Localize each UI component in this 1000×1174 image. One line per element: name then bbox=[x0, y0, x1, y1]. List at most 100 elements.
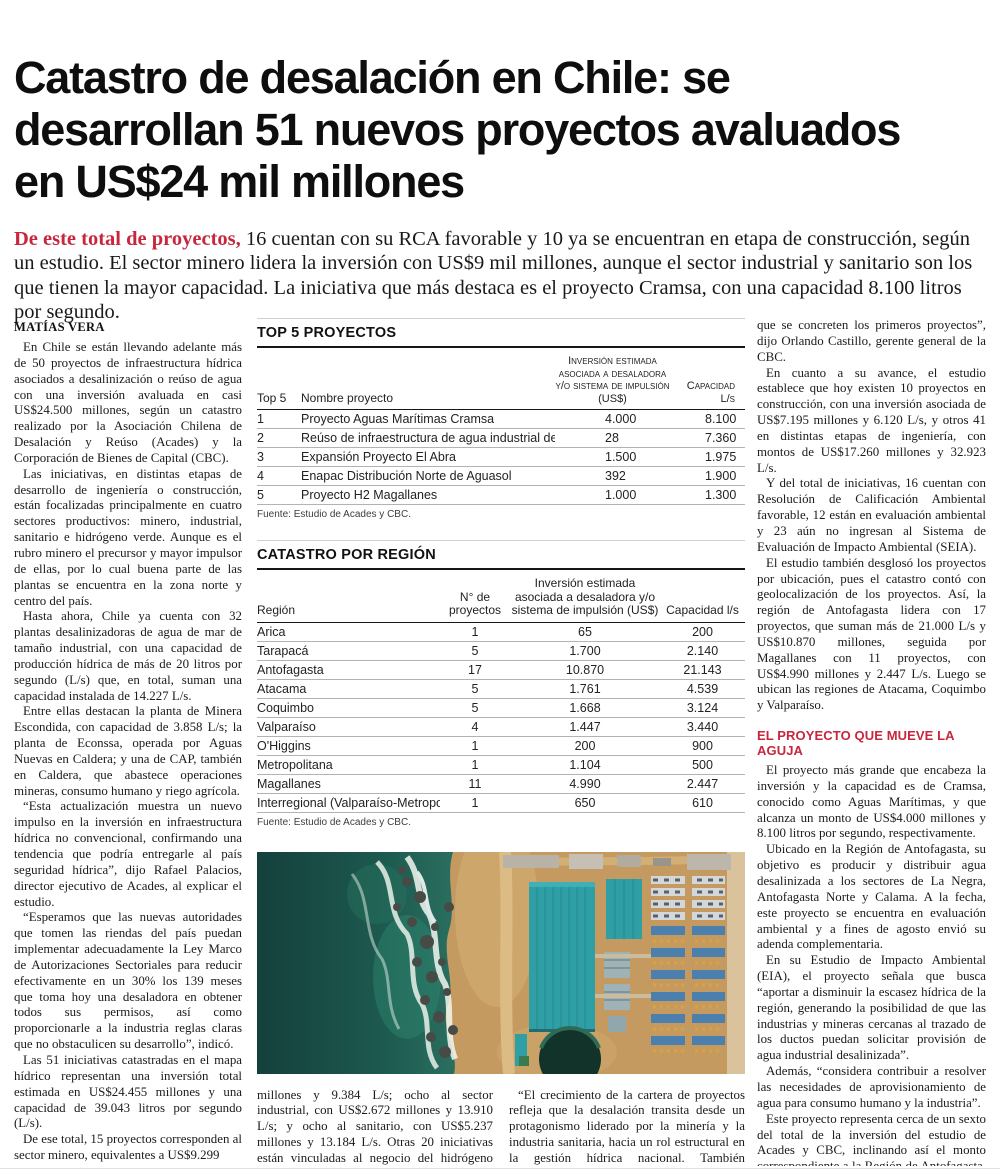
cell-region: Atacama bbox=[257, 679, 440, 699]
cell-region: Arica bbox=[257, 622, 440, 642]
cell-investment: 10.870 bbox=[510, 660, 660, 680]
cell-name: Enapac Distribución Norte de Aguasol bbox=[301, 466, 555, 486]
main-building bbox=[529, 881, 595, 1032]
top5-table-title: TOP 5 PROYECTOS bbox=[257, 325, 745, 348]
cell-capacity: 3.124 bbox=[660, 698, 745, 718]
body-paragraph: El estudio también desglosó los proyecto… bbox=[757, 555, 986, 713]
col-header-investment: Inversión estimada asociada a desaladora… bbox=[510, 570, 660, 623]
settling-pool bbox=[539, 1025, 601, 1074]
lead-kicker: De este total de proyectos, bbox=[14, 227, 241, 250]
body-paragraph: En su Estudio de Impacto Ambiental (EIA)… bbox=[757, 953, 986, 1063]
cell-region: Antofagasta bbox=[257, 660, 440, 680]
cell-name: Reúso de infraestructura de agua industr… bbox=[301, 428, 555, 448]
cell-n: 5 bbox=[440, 698, 510, 718]
bottom-rule bbox=[0, 1168, 1000, 1169]
region-table: CATASTRO POR REGIÓN Región N° de proyect… bbox=[257, 540, 745, 834]
cell-rank: 1 bbox=[257, 409, 301, 429]
cell-n: 5 bbox=[440, 679, 510, 699]
cell-capacity: 610 bbox=[660, 793, 745, 813]
table-row: O'Higgins 1 200 900 bbox=[257, 736, 745, 756]
cell-investment: 1.668 bbox=[510, 698, 660, 718]
closing-paragraph: Este proyecto representa cerca de un sex… bbox=[757, 1111, 986, 1166]
cell-region: Metropolitana bbox=[257, 755, 440, 775]
plant-aerial-photo bbox=[257, 851, 745, 1074]
cell-region: Interregional (Valparaíso-Metropolitana) bbox=[257, 793, 440, 813]
cell-capacity: 500 bbox=[660, 755, 745, 775]
cell-region: Tarapacá bbox=[257, 641, 440, 661]
cell-n: 1 bbox=[440, 793, 510, 813]
table-row: Magallanes 11 4.990 2.447 bbox=[257, 774, 745, 794]
body-paragraph: “Esta actualización muestra un nuevo imp… bbox=[14, 799, 242, 909]
lead-paragraph: De este total de proyectos, 16 cuentan c… bbox=[14, 227, 986, 325]
cell-rank: 3 bbox=[257, 447, 301, 467]
table-row: Interregional (Valparaíso-Metropolitana)… bbox=[257, 793, 745, 813]
cell-capacity: 7.360 bbox=[670, 428, 745, 448]
cell-capacity: 2.447 bbox=[660, 774, 745, 794]
lead-text: 16 cuentan con su RCA favorable y 10 ya … bbox=[14, 227, 973, 324]
cell-capacity: 2.140 bbox=[660, 641, 745, 661]
body-paragraph: millones y 9.384 L/s; ocho al sector ind… bbox=[257, 1087, 493, 1165]
cell-capacity: 8.100 bbox=[670, 409, 745, 429]
top5-table: TOP 5 PROYECTOS Top 5 Nombre proyecto In… bbox=[257, 318, 745, 526]
right-column: que se concreten los primeros proyectos”… bbox=[757, 318, 986, 1166]
headline-line: desarrollan 51 nuevos proyectos avaluado… bbox=[14, 104, 901, 156]
headline-line: Catastro de desalación en Chile: se bbox=[14, 52, 731, 104]
cell-capacity: 1.300 bbox=[670, 485, 745, 505]
body-paragraph: “El crecimiento de la cartera de proyect… bbox=[509, 1087, 745, 1165]
body-paragraph: Las iniciativas, en distintas etapas de … bbox=[14, 466, 242, 608]
table-row: 5 Proyecto H2 Magallanes 1.000 1.300 bbox=[257, 485, 745, 505]
cell-investment: 4.990 bbox=[510, 774, 660, 794]
cell-investment: 1.761 bbox=[510, 679, 660, 699]
table-row: Tarapacá 5 1.700 2.140 bbox=[257, 641, 745, 661]
cell-investment: 200 bbox=[510, 736, 660, 756]
cell-capacity: 1.900 bbox=[670, 466, 745, 486]
cell-rank: 2 bbox=[257, 428, 301, 448]
cell-investment: 1.500 bbox=[555, 447, 670, 467]
col-header-investment: Inversión estimada asociada a desaladora… bbox=[555, 348, 670, 410]
body-paragraph: El proyecto más grande que encabeza la i… bbox=[757, 763, 986, 841]
cell-investment: 65 bbox=[510, 622, 660, 642]
top5-header-row: Top 5 Nombre proyecto Inversión estimada… bbox=[257, 348, 745, 410]
body-paragraph: Además, “considera contribuir a resolver… bbox=[757, 1064, 986, 1110]
cell-region: Coquimbo bbox=[257, 698, 440, 718]
cell-n: 11 bbox=[440, 774, 510, 794]
col-header-capacity: Capacidad l/s bbox=[660, 570, 745, 623]
small-sheds bbox=[515, 951, 651, 1066]
col-header-region: Región bbox=[257, 570, 440, 623]
body-paragraph: “Esperamos que las nuevas autoridades qu… bbox=[14, 910, 242, 1052]
table-row: Metropolitana 1 1.104 500 bbox=[257, 755, 745, 775]
cell-region: Valparaíso bbox=[257, 717, 440, 737]
col-header-capacity: Capacidad L/s bbox=[670, 348, 745, 410]
table-row: 4 Enapac Distribución Norte de Aguasol 3… bbox=[257, 466, 745, 486]
byline: MATÍAS VERA bbox=[14, 320, 105, 334]
table-row: Valparaíso 4 1.447 3.440 bbox=[257, 717, 745, 737]
region-header-row: Región N° de proyectos Inversión estimad… bbox=[257, 570, 745, 623]
table-row: 3 Expansión Proyecto El Abra 1.500 1.975 bbox=[257, 447, 745, 467]
secondary-building bbox=[606, 878, 642, 939]
region-table-title: CATASTRO POR REGIÓN bbox=[257, 547, 745, 570]
cell-investment: 650 bbox=[510, 793, 660, 813]
cell-n: 1 bbox=[440, 736, 510, 756]
middle-subcolumn-2: “El crecimiento de la cartera de proyect… bbox=[509, 1088, 745, 1167]
cell-region: Magallanes bbox=[257, 774, 440, 794]
section-subhead: EL PROYECTO QUE MUEVE LA AGUJA bbox=[757, 728, 955, 759]
cell-capacity: 900 bbox=[660, 736, 745, 756]
cell-investment: 28 bbox=[555, 428, 670, 448]
dirt-road bbox=[499, 851, 515, 1074]
coastal-rocks bbox=[393, 865, 458, 1058]
body-paragraph: Ubicado en la Región de Antofagasta, su … bbox=[757, 842, 986, 952]
body-paragraph: Las 51 iniciativas catastradas en el map… bbox=[14, 1052, 242, 1131]
col-header-name: Nombre proyecto bbox=[301, 348, 555, 410]
cell-investment: 392 bbox=[555, 466, 670, 486]
cell-name: Proyecto H2 Magallanes bbox=[301, 485, 555, 505]
cell-capacity: 21.143 bbox=[660, 660, 745, 680]
cell-name: Proyecto Aguas Marítimas Cramsa bbox=[301, 409, 555, 429]
cell-capacity: 3.440 bbox=[660, 717, 745, 737]
table-row: Antofagasta 17 10.870 21.143 bbox=[257, 660, 745, 680]
cell-n: 17 bbox=[440, 660, 510, 680]
table-row: 2 Reúso de infraestructura de agua indus… bbox=[257, 428, 745, 448]
table-source: Fuente: Estudio de Acades y CBC. bbox=[257, 509, 411, 520]
cell-rank: 5 bbox=[257, 485, 301, 505]
left-column: MATÍAS VERA En Chile se están llevando a… bbox=[14, 318, 242, 1166]
